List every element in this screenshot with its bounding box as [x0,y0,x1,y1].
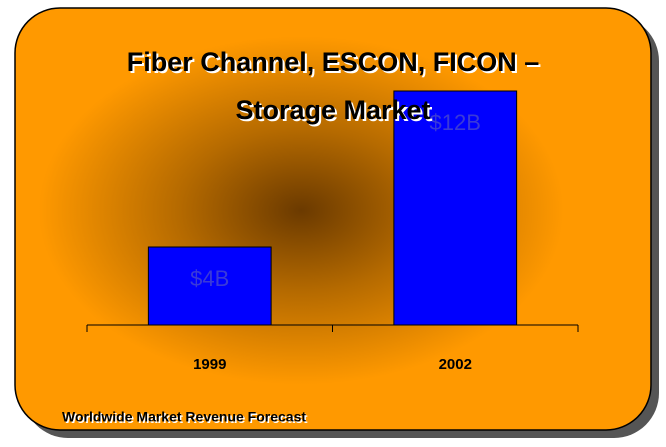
value-label: $4B [190,266,229,291]
value-label: $12B [430,110,481,135]
chart-title: Fiber Channel, ESCON, FICON – Storage Ma… [126,47,540,125]
x-tick-label: 1999 [193,356,226,373]
bar [147,246,272,326]
x-tick-label: 2002 [439,356,472,373]
plot: $4B 1999 $12B 2002 [86,90,579,373]
footnote: Worldwide Market Revenue Forecast [62,409,306,425]
bar [393,90,518,326]
footnote-shadow: Worldwide Market Revenue Forecast [64,410,308,426]
